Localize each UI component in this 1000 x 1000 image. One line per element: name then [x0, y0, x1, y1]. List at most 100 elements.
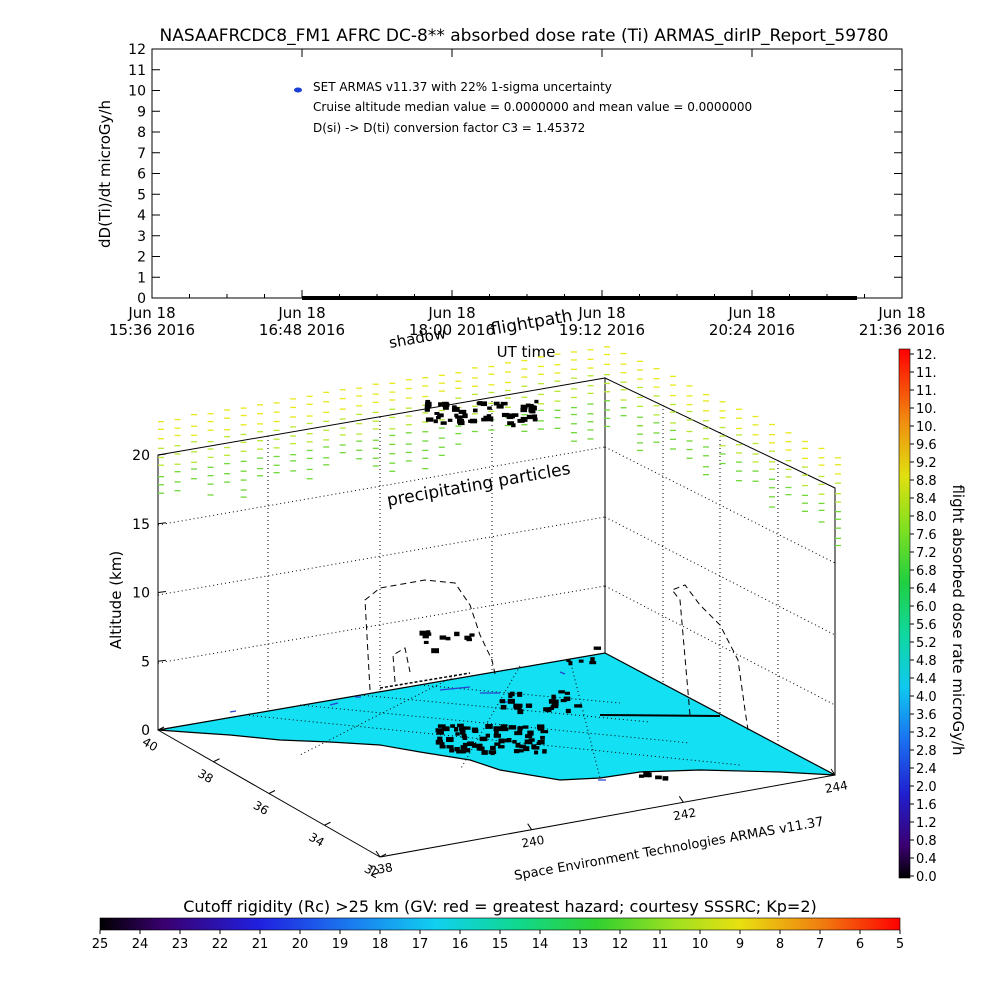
dose-tick-label: 12.	[916, 348, 937, 363]
flightpath-point	[527, 730, 534, 736]
x-tick-date: Jun 18	[877, 304, 925, 322]
lon-tick-label: 238	[369, 860, 394, 878]
rigidity-colorbar-gradient	[99, 917, 901, 931]
y-tick-label: 4	[137, 208, 146, 224]
flightpath-point	[517, 727, 523, 732]
flightpath-point	[537, 726, 545, 731]
flightpath-point	[424, 404, 432, 408]
flightpath-point	[454, 631, 460, 637]
rigidity-tick-label: 25	[92, 937, 109, 952]
flightpath-point	[500, 726, 505, 732]
flightpath-point	[517, 418, 525, 423]
dose-tick-label: 5.6	[916, 618, 937, 633]
z-tick-label: 15	[132, 517, 150, 533]
lat-tick-label: 40	[140, 735, 160, 755]
flightpath-point	[537, 740, 545, 745]
rigidity-tick-label: 7	[816, 937, 824, 952]
flightpath-point	[534, 399, 539, 404]
flightpath-point	[551, 701, 559, 707]
flightpath-point	[525, 703, 533, 708]
legend-line-1: SET ARMAS v11.37 with 22% 1-sigma uncert…	[313, 80, 612, 94]
flightpath-point	[528, 738, 535, 742]
flightpath-point	[565, 708, 571, 714]
flightpath-point	[655, 775, 662, 780]
flightpath-point	[466, 638, 472, 642]
x-tick-date: Jun 18	[427, 304, 475, 322]
x-tick-time: 15:36 2016	[109, 321, 195, 339]
flightpath-point	[523, 746, 530, 752]
y-tick-label: 7	[137, 146, 146, 162]
flightpath-point	[424, 407, 430, 412]
y-tick-label: 3	[137, 229, 146, 245]
flightpath-point	[516, 744, 522, 748]
flightpath-point	[456, 418, 464, 424]
longitude-ticks: 238 240 242 244	[369, 768, 849, 878]
legend: SET ARMAS v11.37 with 22% 1-sigma uncert…	[294, 80, 752, 135]
flightpath-point	[515, 749, 524, 753]
flightpath-segment	[379, 672, 471, 689]
dose-tick-label: 7.2	[916, 546, 937, 561]
dose-tick-label: 8.0	[916, 510, 937, 525]
flightpath-point	[500, 704, 507, 710]
rigidity-tick-label: 10	[692, 937, 709, 952]
dose-tick-label: 4.4	[916, 672, 937, 687]
flightpath-point	[558, 690, 565, 694]
flightpath-point	[447, 418, 453, 422]
rigidity-colorbar-label: Cutoff rigidity (Rc) >25 km (GV: red = g…	[183, 897, 817, 916]
lon-tick-label: 242	[672, 806, 697, 824]
altitude-ticks: 0 5 10 15 20	[132, 448, 167, 739]
flightpath-point	[513, 703, 518, 709]
dose-tick-label: 9.6	[916, 438, 937, 453]
dose-tick-label: 10.	[916, 402, 937, 417]
lat-tick-mark	[213, 758, 220, 763]
lat-tick-label: 34	[306, 830, 326, 850]
flightpath-point	[507, 698, 515, 704]
lat-tick-label: 32	[362, 862, 382, 882]
rigidity-tick-label: 8	[776, 937, 784, 952]
flightpath-point	[435, 728, 443, 733]
dose-tick-label: 2.0	[916, 780, 937, 795]
dose-tick-label: 3.6	[916, 708, 937, 723]
y-tick-label: 10	[128, 84, 146, 100]
lon-tick-mark	[678, 796, 684, 803]
flightpath-point	[517, 691, 523, 697]
rigidity-tick-label: 21	[252, 937, 269, 952]
flightpath-point	[485, 724, 493, 729]
flightpath-point	[445, 636, 451, 641]
x-tick-date: Jun 18	[727, 304, 775, 322]
figure-title: NASAAFRCDC8_FM1 AFRC DC-8** absorbed dos…	[160, 26, 889, 46]
precipitating-label: precipitating particles	[385, 459, 572, 511]
flightpath-point	[578, 659, 584, 663]
flightpath-segment	[599, 714, 721, 717]
flightpath-point	[425, 417, 434, 422]
flightpath-point	[459, 729, 466, 735]
y-tick-label: 5	[137, 187, 146, 203]
flightpath-point	[506, 737, 512, 743]
rigidity-tick-label: 22	[212, 937, 229, 952]
rigidity-colorbar: Cutoff rigidity (Rc) >25 km (GV: red = g…	[92, 897, 904, 952]
dose-tick-label: 6.4	[916, 582, 937, 597]
flightpath-point	[498, 738, 505, 744]
flightpath-point	[548, 706, 554, 710]
flightpath-point	[526, 414, 535, 420]
dose-tick-label: 2.4	[916, 762, 937, 777]
lon-tick-mark	[375, 850, 381, 858]
x-tick-date: Jun 18	[277, 304, 325, 322]
dose-tick-label: 4.0	[916, 690, 937, 705]
flightpath-point	[454, 726, 459, 732]
flightpath-point	[435, 739, 444, 745]
dose-tick-label: 8.8	[916, 474, 937, 489]
rigidity-tick-label: 14	[532, 937, 549, 952]
y-axis-label: dD(Ti)/dt microGy/h	[96, 100, 114, 248]
flightpath-point	[426, 632, 432, 636]
lat-tick-mark	[157, 726, 165, 731]
flightpath-point	[509, 691, 515, 697]
flightpath-point	[479, 736, 488, 742]
flightpath-point	[433, 419, 438, 424]
flightpath-point	[506, 415, 514, 420]
dose-tick-label: 5.2	[916, 636, 937, 651]
z-tick-mark	[157, 522, 167, 525]
flightpath-point	[452, 405, 457, 409]
